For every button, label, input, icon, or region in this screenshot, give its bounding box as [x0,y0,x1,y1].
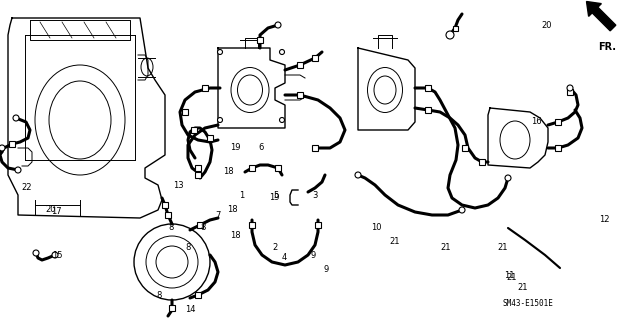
Circle shape [15,167,21,173]
Text: 4: 4 [282,254,287,263]
Bar [275,165,281,171]
Bar [479,159,485,165]
Circle shape [446,31,454,39]
Text: 15: 15 [52,250,62,259]
Text: 17: 17 [51,207,61,217]
Text: 18: 18 [223,167,234,176]
Text: 21: 21 [507,273,517,283]
Bar [555,119,561,125]
Bar [195,292,201,298]
Circle shape [218,117,223,122]
Bar [462,145,468,151]
Bar [555,145,561,151]
Text: SM43-E1501E: SM43-E1501E [502,300,554,308]
Bar [191,127,197,133]
Text: 9: 9 [310,250,316,259]
Text: 8: 8 [156,291,162,300]
Bar [9,141,15,147]
Circle shape [275,22,281,28]
Text: 8: 8 [168,224,173,233]
Bar [197,222,203,228]
Bar [182,109,188,115]
Text: 21: 21 [498,243,508,253]
Text: 14: 14 [185,306,195,315]
Bar [169,305,175,311]
Bar [312,145,318,151]
Text: 13: 13 [173,181,183,189]
Circle shape [280,49,285,55]
Text: 3: 3 [312,190,317,199]
Circle shape [505,175,511,181]
Circle shape [52,252,58,258]
Bar [165,212,171,218]
Bar [202,85,208,91]
Text: FR.: FR. [598,42,616,52]
Bar [312,55,318,61]
Circle shape [0,145,5,151]
Text: 1: 1 [239,190,244,199]
Text: 22: 22 [22,183,32,192]
Text: 6: 6 [259,144,264,152]
Text: 19: 19 [230,144,240,152]
Text: 2: 2 [273,243,278,253]
Text: 18: 18 [230,231,240,240]
Text: 21: 21 [518,284,528,293]
Bar [207,135,213,141]
Text: 21: 21 [390,238,400,247]
Text: 18: 18 [227,205,237,214]
Circle shape [33,250,39,256]
Bar [452,26,458,31]
Text: 8: 8 [186,243,191,253]
FancyArrow shape [586,2,616,31]
Bar [195,165,201,171]
Text: 5: 5 [273,190,278,199]
Text: 19: 19 [269,194,279,203]
Circle shape [280,117,285,122]
Circle shape [355,172,361,178]
Text: 9: 9 [323,265,328,275]
Bar [195,172,201,178]
Text: 20: 20 [45,205,56,214]
Bar [249,165,255,171]
Text: 16: 16 [531,117,541,127]
Text: 21: 21 [441,243,451,253]
Text: 10: 10 [371,224,381,233]
Bar [162,202,168,208]
Bar [425,107,431,113]
Text: 11: 11 [504,271,515,279]
Text: 20: 20 [541,20,552,29]
Text: 12: 12 [599,216,609,225]
Bar [249,222,255,228]
Bar [567,89,573,95]
Bar [257,37,263,43]
Bar [297,62,303,68]
Circle shape [567,85,573,91]
Bar [297,92,303,98]
Bar [425,85,431,91]
Text: 7: 7 [215,211,221,219]
Text: 8: 8 [200,224,205,233]
Circle shape [459,207,465,213]
Bar [315,222,321,228]
Circle shape [218,49,223,55]
Circle shape [13,115,19,121]
